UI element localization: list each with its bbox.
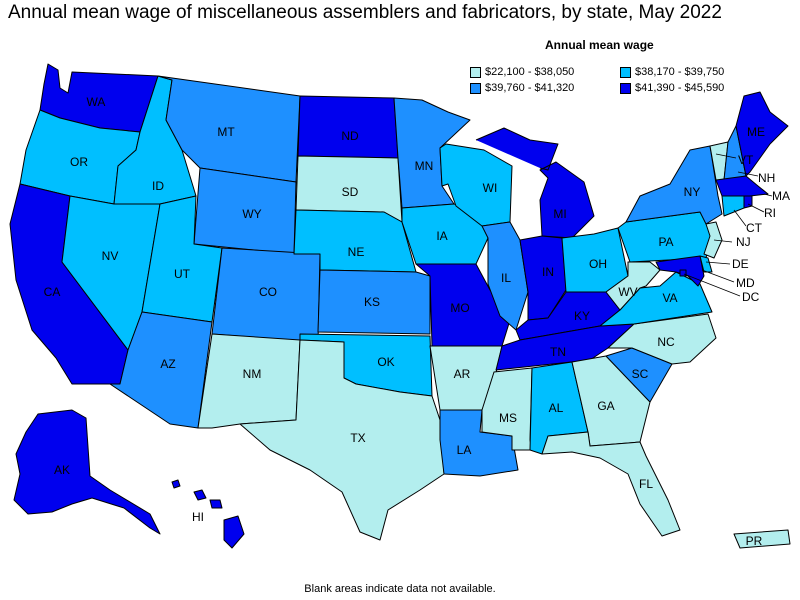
svg-text:NV: NV	[102, 249, 119, 263]
legend-swatch-4	[620, 82, 631, 94]
state-IN[interactable]	[519, 235, 567, 321]
svg-text:WV: WV	[618, 285, 637, 299]
state-ND[interactable]	[297, 95, 399, 159]
state-NY[interactable]	[625, 145, 723, 225]
legend-item-2: $38,170 - $39,750	[620, 66, 724, 78]
svg-text:AZ: AZ	[160, 357, 175, 371]
state-HI[interactable]	[171, 479, 245, 549]
legend-item-3: $39,760 - $41,320	[470, 82, 574, 94]
svg-text:ID: ID	[152, 179, 164, 193]
svg-text:TX: TX	[350, 431, 365, 445]
svg-text:MA: MA	[772, 189, 790, 203]
svg-text:ND: ND	[341, 129, 359, 143]
svg-text:AR: AR	[454, 367, 471, 381]
svg-text:PR: PR	[746, 534, 763, 548]
svg-text:VA: VA	[662, 291, 677, 305]
legend-item-1: $22,100 - $38,050	[470, 66, 574, 78]
svg-text:MD: MD	[736, 276, 755, 290]
state-MO[interactable]	[415, 263, 511, 347]
svg-text:NC: NC	[657, 335, 675, 349]
legend-label-2: $38,170 - $39,750	[635, 66, 725, 78]
svg-text:NE: NE	[348, 245, 365, 259]
svg-text:NY: NY	[684, 185, 701, 199]
state-ME[interactable]	[735, 91, 789, 177]
legend-label-1: $22,100 - $38,050	[485, 66, 575, 78]
footnote: Blank areas indicate data not available.	[304, 583, 496, 595]
svg-text:PA: PA	[658, 235, 673, 249]
svg-text:DC: DC	[742, 290, 760, 304]
svg-text:IN: IN	[542, 265, 554, 279]
legend-item-4: $41,390 - $45,590	[620, 82, 724, 94]
svg-text:NJ: NJ	[736, 235, 751, 249]
state-WI[interactable]	[439, 143, 513, 227]
svg-text:LA: LA	[457, 443, 472, 457]
svg-text:MI: MI	[553, 207, 566, 221]
svg-text:MN: MN	[415, 159, 434, 173]
svg-text:CT: CT	[746, 221, 763, 235]
svg-text:NH: NH	[758, 171, 775, 185]
svg-text:VT: VT	[738, 153, 754, 167]
svg-text:MS: MS	[499, 411, 517, 425]
svg-text:AK: AK	[54, 463, 70, 477]
legend-swatch-1	[470, 66, 481, 78]
state-NJ[interactable]	[703, 221, 723, 259]
state-RI[interactable]	[743, 195, 753, 209]
svg-text:OK: OK	[377, 355, 394, 369]
legend-swatch-2	[620, 66, 631, 78]
map-title: Annual mean wage of miscellaneous assemb…	[8, 2, 722, 23]
svg-text:OR: OR	[70, 155, 88, 169]
legend-swatch-3	[470, 82, 481, 94]
svg-text:HI: HI	[192, 510, 204, 524]
state-KS[interactable]	[317, 269, 431, 335]
state-AK[interactable]	[13, 409, 161, 535]
state-FL[interactable]	[541, 431, 681, 537]
svg-text:UT: UT	[174, 267, 191, 281]
svg-text:RI: RI	[764, 206, 776, 220]
svg-text:IL: IL	[501, 271, 511, 285]
svg-text:CO: CO	[259, 285, 277, 299]
svg-text:OH: OH	[589, 257, 607, 271]
state-PR[interactable]	[733, 529, 791, 549]
state-NM[interactable]	[197, 333, 301, 429]
legend-label-4: $41,390 - $45,590	[635, 82, 725, 94]
svg-text:SC: SC	[632, 367, 649, 381]
legend-label-3: $39,760 - $41,320	[485, 82, 575, 94]
svg-text:IA: IA	[436, 229, 447, 243]
svg-text:MO: MO	[450, 301, 469, 315]
svg-text:WI: WI	[483, 181, 498, 195]
svg-text:AL: AL	[549, 401, 564, 415]
legend-title: Annual mean wage	[545, 38, 654, 52]
svg-text:SD: SD	[342, 185, 359, 199]
svg-text:KS: KS	[364, 295, 380, 309]
svg-text:WA: WA	[87, 95, 106, 109]
svg-text:CA: CA	[44, 285, 61, 299]
svg-text:DE: DE	[732, 257, 749, 271]
state-TX[interactable]	[239, 339, 445, 541]
svg-text:GA: GA	[597, 399, 614, 413]
svg-text:ME: ME	[747, 125, 765, 139]
state-LA[interactable]	[439, 409, 519, 477]
state-CT[interactable]	[721, 195, 745, 217]
svg-text:MT: MT	[217, 125, 235, 139]
svg-text:FL: FL	[639, 477, 653, 491]
svg-text:TN: TN	[550, 345, 566, 359]
svg-text:KY: KY	[574, 309, 590, 323]
state-AZ[interactable]	[109, 311, 213, 429]
svg-text:NM: NM	[243, 367, 262, 381]
state-DE[interactable]	[699, 255, 713, 273]
state-DC[interactable]	[679, 269, 687, 277]
svg-text:WY: WY	[242, 207, 261, 221]
